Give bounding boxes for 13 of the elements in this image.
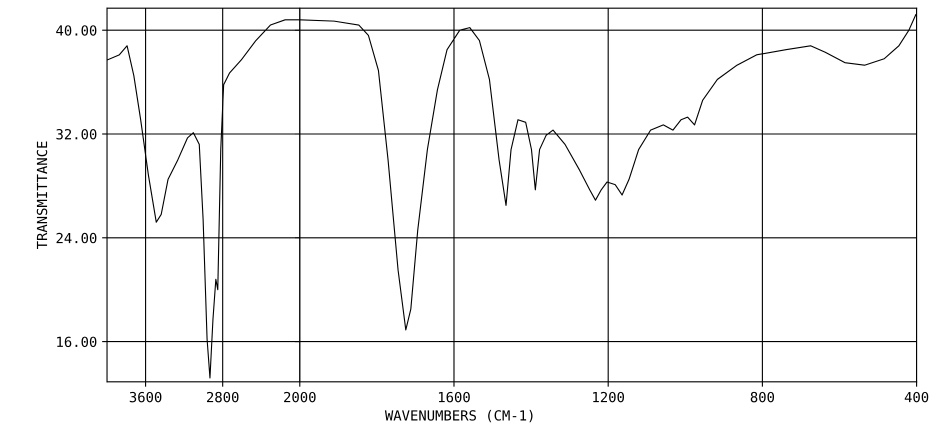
x-tick-label: 800 bbox=[750, 392, 774, 402]
x-tick-label: 1600 bbox=[438, 392, 470, 402]
x-tick-label: 400 bbox=[904, 392, 928, 402]
x-tick-label: 3600 bbox=[130, 392, 162, 402]
x-tick-label: 1200 bbox=[593, 392, 624, 402]
y-axis-title: TRANSMITTANCE bbox=[36, 142, 48, 250]
y-tick-label: 16.00 bbox=[57, 336, 96, 348]
x-axis-title: WAVENUMBERS (CM-1) bbox=[384, 410, 533, 422]
x-tick-label: 2800 bbox=[206, 392, 239, 402]
y-tick-label: 32.00 bbox=[56, 129, 96, 140]
y-tick-label: 24.00 bbox=[56, 232, 96, 244]
x-tick-label: 2000 bbox=[284, 392, 316, 402]
y-tick-label: 40.00 bbox=[56, 25, 96, 36]
